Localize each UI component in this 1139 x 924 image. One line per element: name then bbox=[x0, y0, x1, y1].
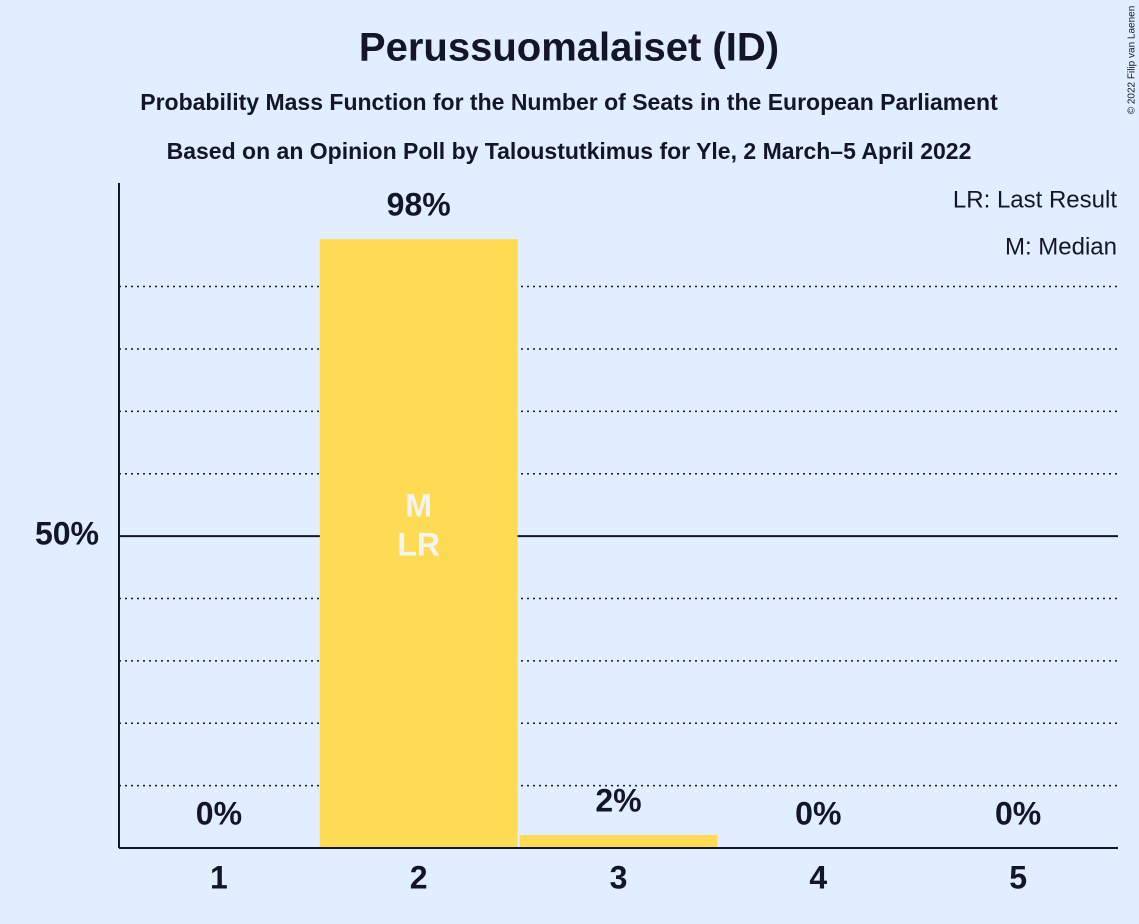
bar bbox=[319, 239, 518, 848]
legend-entry: LR: Last Result bbox=[953, 186, 1117, 213]
value-label: 0% bbox=[795, 795, 841, 831]
median-marker: M bbox=[405, 488, 432, 524]
x-tick-label: 3 bbox=[610, 859, 628, 895]
x-tick-label: 1 bbox=[210, 859, 228, 895]
bar bbox=[519, 834, 718, 848]
value-label: 98% bbox=[387, 187, 451, 223]
last-result-marker: LR bbox=[397, 527, 440, 563]
value-label: 0% bbox=[196, 795, 242, 831]
value-label: 0% bbox=[995, 795, 1041, 831]
x-tick-label: 5 bbox=[1009, 859, 1027, 895]
legend-entry: M: Median bbox=[1005, 233, 1117, 260]
y-tick-label: 50% bbox=[35, 516, 99, 552]
x-tick-label: 4 bbox=[809, 859, 827, 895]
chart-subtitle: Based on an Opinion Poll by Taloustutkim… bbox=[167, 138, 972, 164]
chart-subtitle: Probability Mass Function for the Number… bbox=[140, 89, 998, 115]
x-tick-label: 2 bbox=[410, 859, 428, 895]
chart-title: Perussuomalaiset (ID) bbox=[359, 26, 779, 70]
copyright: © 2022 Filip van Laenen bbox=[1127, 6, 1138, 115]
value-label: 2% bbox=[595, 782, 641, 818]
